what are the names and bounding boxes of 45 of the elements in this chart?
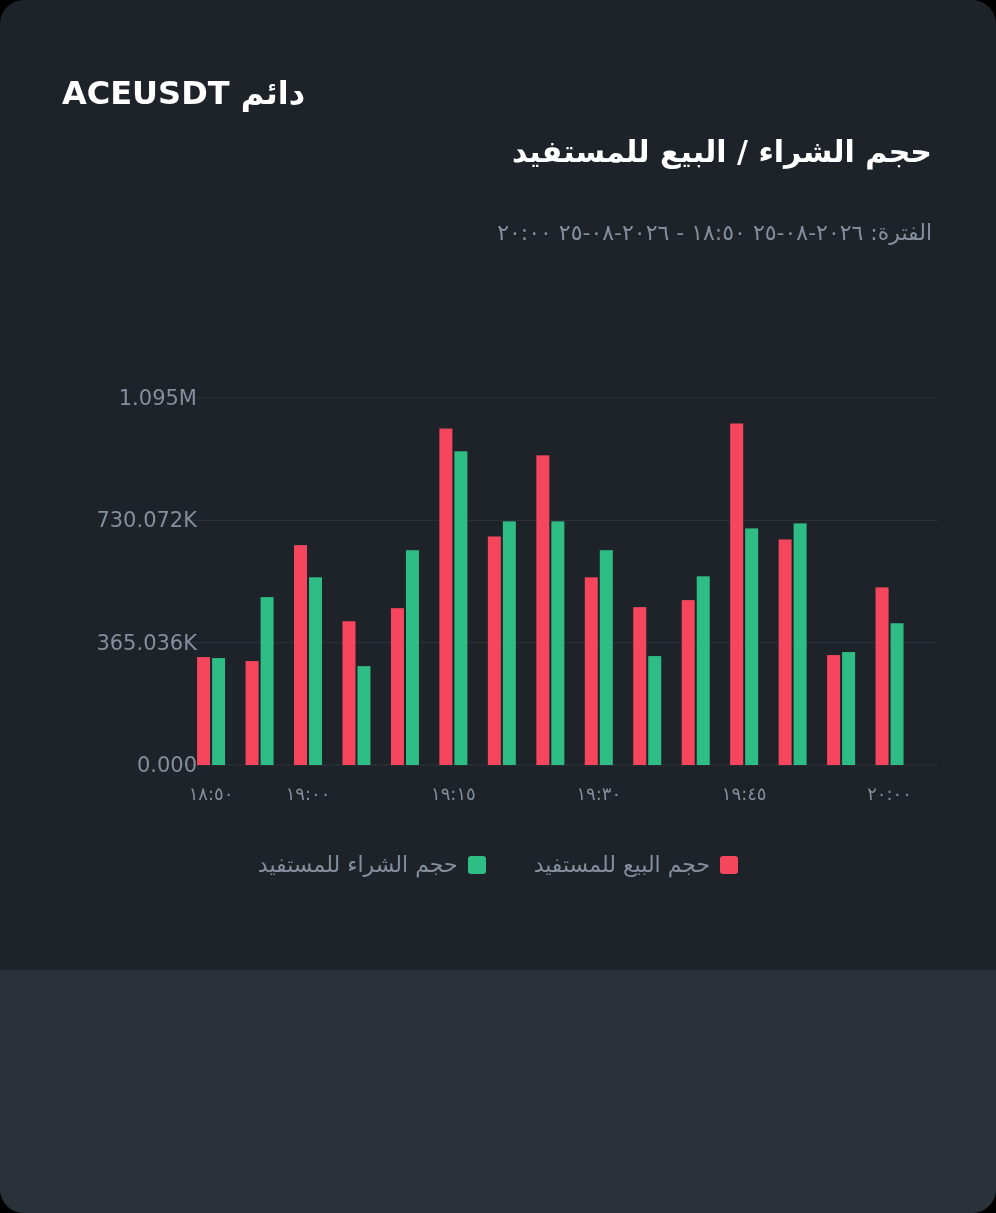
bar bbox=[793, 523, 807, 765]
x-tick-label: ١٨:٥٠ bbox=[188, 783, 234, 804]
bar bbox=[454, 451, 468, 765]
bar bbox=[536, 455, 550, 765]
bar bbox=[730, 423, 744, 765]
bar bbox=[502, 521, 516, 765]
bar bbox=[842, 652, 856, 765]
bar bbox=[633, 607, 647, 765]
bar bbox=[745, 528, 759, 765]
chart-title: دائم ACEUSDT bbox=[62, 74, 306, 112]
legend-label: حجم البيع للمستفيد bbox=[533, 852, 711, 877]
bar bbox=[487, 536, 501, 765]
bar bbox=[212, 658, 226, 765]
y-tick-label: 730.072K bbox=[96, 508, 199, 533]
bar bbox=[648, 656, 662, 765]
y-tick-label: 365.036K bbox=[96, 630, 199, 655]
bar bbox=[681, 600, 695, 765]
bar bbox=[439, 428, 453, 765]
x-tick-label: ١٩:١٥ bbox=[431, 783, 476, 804]
bar bbox=[696, 576, 710, 765]
x-tick-label: ١٩:٣٠ bbox=[576, 783, 622, 804]
legend-label: حجم الشراء للمستفيد bbox=[257, 852, 458, 877]
x-tick-label: ٢٠:٠٠ bbox=[867, 783, 912, 804]
bar bbox=[260, 597, 274, 765]
bar bbox=[405, 550, 419, 765]
bar bbox=[599, 550, 613, 765]
bar bbox=[390, 608, 404, 765]
y-tick-label: 1.095M bbox=[118, 386, 197, 410]
bar bbox=[245, 661, 259, 765]
bar bbox=[357, 666, 371, 765]
bar bbox=[890, 623, 904, 765]
bar bbox=[197, 657, 211, 765]
y-tick-label: 0.000 bbox=[136, 753, 197, 777]
bar bbox=[778, 539, 792, 765]
bar bbox=[342, 621, 356, 765]
bar bbox=[294, 545, 308, 765]
bar bbox=[551, 521, 565, 765]
bar bbox=[584, 577, 598, 765]
text: الفترة: ٢٠٢٦-٠٨-٢٥ ١٨:٥٠ - ٢٠٢٦-٠٨-٢٥ ٢٠:٠٠ bbox=[497, 220, 932, 245]
x-tick-label: ١٩:٤٥ bbox=[721, 783, 767, 804]
bar bbox=[827, 655, 841, 765]
chart-subtitle: حجم الشراء / البيع للمستفيد bbox=[512, 134, 932, 169]
bar bbox=[875, 587, 889, 765]
bar bbox=[309, 577, 323, 765]
x-tick-label: ١٩:٠٠ bbox=[285, 783, 331, 804]
